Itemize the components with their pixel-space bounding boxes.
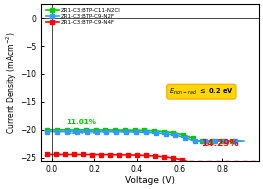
Y-axis label: Current Density (mAcm$^{-2}$): Current Density (mAcm$^{-2}$)	[4, 31, 19, 134]
ZR1-C3:BTP-C9-N4F	[220, 162, 223, 164]
ZR1-C3:BTP-C9-N2F	[46, 130, 49, 133]
Line: ZR1-C3:BTP-C9-N4F: ZR1-C3:BTP-C9-N4F	[45, 153, 255, 165]
ZR1-C3:BTP-C9-N4F	[233, 162, 236, 164]
Text: 11.01%: 11.01%	[67, 119, 97, 125]
ZR1-C3:BTP-C9-N2F	[192, 140, 195, 142]
ZR1-C3:BTP-C9-N4F	[168, 156, 171, 159]
Text: 14.29%: 14.29%	[201, 139, 239, 147]
ZR1-C3:BTP-C11-N2Cl	[239, 140, 242, 142]
ZR1-C3:BTP-C9-N4F	[46, 153, 49, 156]
ZR1-C3:BTP-C11-N2Cl	[161, 130, 164, 132]
ZR1-C3:BTP-C9-N4F	[168, 156, 171, 159]
ZR1-C3:BTP-C9-N2F	[163, 132, 166, 135]
Line: ZR1-C3:BTP-C11-N2Cl: ZR1-C3:BTP-C11-N2Cl	[45, 128, 242, 143]
Legend: ZR1-C3:BTP-C11-N2Cl, ZR1-C3:BTP-C9-N2F, ZR1-C3:BTP-C9-N4F: ZR1-C3:BTP-C11-N2Cl, ZR1-C3:BTP-C9-N2F, …	[46, 7, 121, 26]
ZR1-C3:BTP-C9-N4F	[252, 162, 255, 164]
ZR1-C3:BTP-C11-N2Cl	[222, 140, 225, 142]
Text: $E_{non-rad}$ $\leq$ 0.2 eV: $E_{non-rad}$ $\leq$ 0.2 eV	[169, 87, 234, 97]
ZR1-C3:BTP-C11-N2Cl	[46, 129, 49, 131]
ZR1-C3:BTP-C11-N2Cl	[209, 140, 213, 142]
ZR1-C3:BTP-C9-N2F	[46, 130, 49, 133]
ZR1-C3:BTP-C9-N2F	[162, 132, 165, 135]
ZR1-C3:BTP-C9-N2F	[225, 140, 228, 142]
ZR1-C3:BTP-C9-N4F	[46, 153, 49, 156]
ZR1-C3:BTP-C9-N4F	[172, 157, 175, 159]
ZR1-C3:BTP-C9-N2F	[242, 140, 245, 142]
ZR1-C3:BTP-C11-N2Cl	[160, 130, 163, 132]
X-axis label: Voltage (V): Voltage (V)	[125, 176, 175, 185]
ZR1-C3:BTP-C9-N4F	[190, 162, 194, 164]
Line: ZR1-C3:BTP-C9-N2F: ZR1-C3:BTP-C9-N2F	[45, 130, 246, 143]
ZR1-C3:BTP-C11-N2Cl	[196, 140, 200, 142]
Text: 11.44%: 11.44%	[67, 129, 97, 135]
ZR1-C3:BTP-C9-N2F	[166, 133, 169, 135]
ZR1-C3:BTP-C9-N2F	[212, 140, 215, 142]
ZR1-C3:BTP-C11-N2Cl	[46, 129, 49, 131]
ZR1-C3:BTP-C11-N2Cl	[164, 131, 167, 133]
